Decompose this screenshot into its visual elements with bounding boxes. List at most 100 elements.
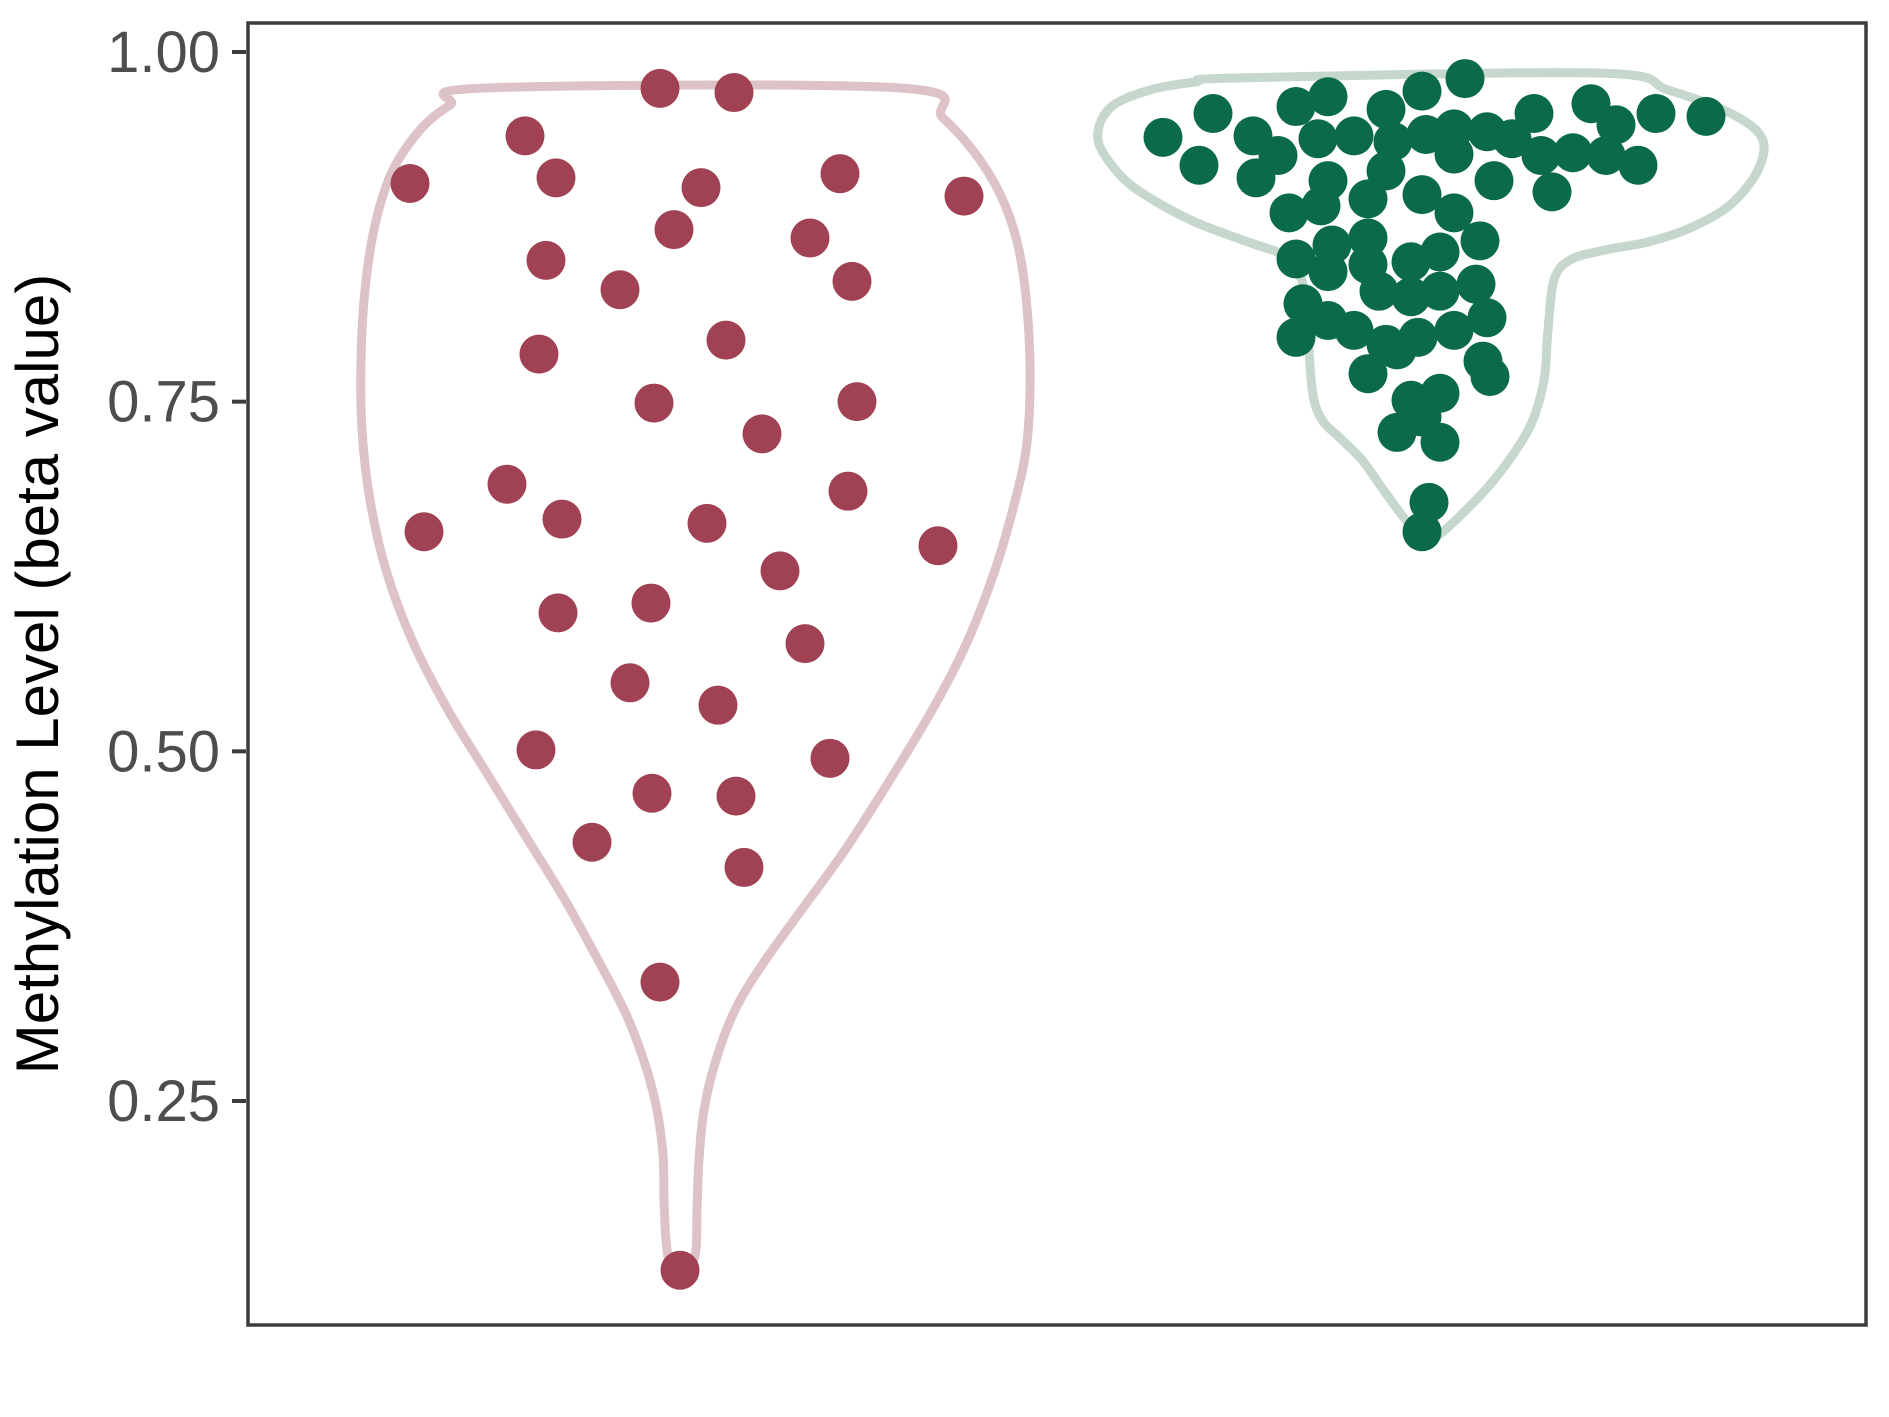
data-point [519, 334, 559, 374]
data-point [600, 270, 640, 310]
data-point [640, 962, 680, 1002]
data-point [634, 383, 674, 423]
data-point [654, 210, 694, 250]
data-point [660, 1250, 700, 1290]
data-point [681, 168, 721, 208]
data-point [810, 738, 850, 778]
data-point [1276, 317, 1316, 357]
data-point [631, 583, 671, 623]
data-point [785, 624, 825, 664]
data-point [1377, 330, 1417, 370]
y-axis-title: Methylation Level (beta value) [4, 274, 71, 1074]
data-point [1409, 482, 1449, 522]
data-point [1618, 145, 1658, 185]
data-point [1636, 94, 1676, 134]
data-point [820, 154, 860, 194]
data-point [536, 158, 576, 198]
data-point [1402, 71, 1442, 111]
data-point [516, 730, 556, 770]
y-tick-label: 0.75 [107, 370, 220, 435]
data-point [1308, 252, 1348, 292]
data-point [1359, 271, 1399, 311]
data-point [706, 320, 746, 360]
data-point [1470, 356, 1510, 396]
data-point [1179, 145, 1219, 185]
data-point [1532, 172, 1572, 212]
data-point [610, 663, 650, 703]
data-point [1373, 122, 1413, 162]
axis-layer: 1.00 0.75 0.50 0.25 [107, 20, 1868, 1327]
data-point [1514, 94, 1554, 134]
data-point [1434, 134, 1474, 174]
data-point [1553, 133, 1593, 173]
data-point [714, 73, 754, 113]
data-point [1474, 161, 1514, 201]
violin-outline-left [356, 80, 1035, 1276]
data-point [1334, 116, 1374, 156]
data-point [1236, 158, 1276, 198]
data-point [918, 526, 958, 566]
y-tick-label: 1.00 [107, 20, 220, 85]
data-point [1308, 77, 1348, 117]
data-point [1269, 193, 1309, 233]
data-point [632, 773, 672, 813]
data-point [538, 593, 578, 633]
data-point [1434, 310, 1474, 350]
data-point [526, 240, 566, 280]
data-point [1366, 89, 1406, 129]
data-point [1301, 186, 1341, 226]
data-point [1467, 298, 1507, 338]
data-point [1406, 115, 1446, 155]
data-point [1402, 512, 1442, 552]
data-point [1298, 119, 1338, 159]
violin-layer [356, 68, 1769, 1276]
data-point [404, 512, 444, 552]
data-point [572, 822, 612, 862]
data-point [832, 261, 872, 301]
data-point [828, 471, 868, 511]
data-point [1521, 136, 1561, 176]
y-tick-label: 0.25 [107, 1069, 220, 1134]
data-point [505, 116, 545, 156]
y-tick-label: 0.50 [107, 719, 220, 784]
data-point [698, 685, 738, 725]
data-point [1596, 105, 1636, 145]
data-point [1420, 271, 1460, 311]
data-point [790, 218, 830, 258]
data-point [1143, 117, 1183, 157]
data-point [1420, 422, 1460, 462]
data-point [1391, 242, 1431, 282]
data-point [716, 776, 756, 816]
data-point [1391, 277, 1431, 317]
data-point [724, 847, 764, 887]
panel-border [246, 21, 1868, 1327]
data-point [837, 382, 877, 422]
data-point [1276, 87, 1316, 127]
data-point [542, 499, 582, 539]
data-point [1348, 179, 1388, 219]
point-layer [390, 59, 1726, 1290]
data-point [760, 551, 800, 591]
data-point [640, 68, 680, 108]
data-point [487, 464, 527, 504]
data-point [1445, 59, 1485, 99]
data-point [1276, 239, 1316, 279]
data-point [1402, 175, 1442, 215]
data-point [687, 503, 727, 543]
data-point [1334, 310, 1374, 350]
data-point [390, 163, 430, 203]
data-point [1686, 96, 1726, 136]
data-point [1434, 193, 1474, 233]
data-point [1456, 264, 1496, 304]
data-point [1193, 94, 1233, 134]
data-point [1586, 136, 1626, 176]
data-point [944, 176, 984, 216]
data-point [1492, 119, 1532, 159]
data-point [1460, 221, 1500, 261]
data-point [1366, 151, 1406, 191]
data-point [1377, 412, 1417, 452]
data-point [1348, 354, 1388, 394]
data-point [742, 414, 782, 454]
